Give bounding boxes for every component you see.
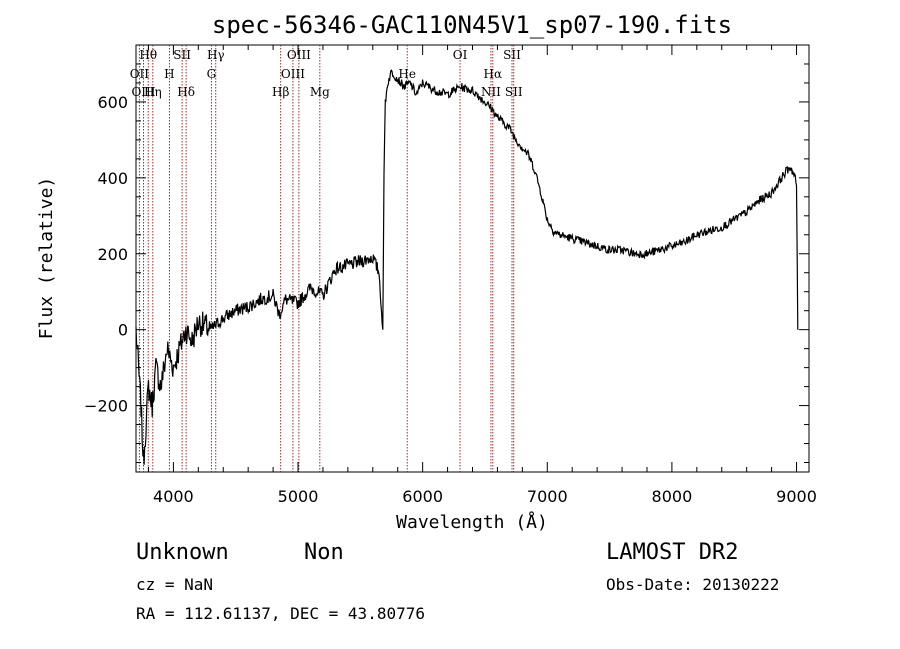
y-axis-ticks: −200 0 200 400 600	[84, 44, 809, 464]
spectral-subclass: Non	[304, 540, 344, 565]
emission-line-label: Mg	[310, 85, 330, 99]
y-tick-label: 600	[97, 93, 128, 112]
emission-line-label: G	[207, 67, 217, 81]
x-axis-ticks: 4000 5000 6000 7000 8000 9000	[147, 45, 817, 506]
x-axis-label: Wavelength (Å)	[396, 511, 548, 533]
x-tick-label: 8000	[652, 487, 693, 506]
survey-name: LAMOST DR2	[606, 540, 738, 565]
y-tick-label: 0	[118, 321, 128, 340]
spectrum-line	[135, 69, 799, 465]
emission-line-label: NII	[481, 85, 501, 99]
emission-line-label: OIII	[287, 48, 311, 62]
plot-frame	[135, 44, 810, 473]
observation-date: Obs-Date: 20130222	[606, 575, 779, 594]
emission-line-label: Hγ	[207, 48, 225, 62]
x-tick-label: 9000	[776, 487, 817, 506]
emission-line-label: SII	[503, 48, 521, 62]
y-tick-label: −200	[84, 397, 128, 416]
x-tick-label: 7000	[527, 487, 568, 506]
emission-line-label: OII	[130, 67, 150, 81]
emission-line-label: SII	[505, 85, 523, 99]
redshift-value: cz = NaN	[136, 575, 213, 594]
emission-line-label: Hη	[144, 85, 162, 99]
emission-line-markers	[138, 45, 515, 472]
chart-title: spec-56346-GAC110N45V1_sp07-190.fits	[212, 11, 732, 39]
emission-line-label: H	[164, 67, 174, 81]
y-tick-label: 200	[97, 245, 128, 264]
emission-line-label: SII	[173, 48, 191, 62]
emission-line-label: OIII	[281, 67, 305, 81]
emission-line-label: Hθ	[139, 48, 157, 62]
y-tick-label: 400	[97, 169, 128, 188]
y-axis-label: Flux (relative)	[36, 177, 57, 340]
emission-line-label: He	[398, 67, 416, 81]
spectral-class: Unknown	[136, 540, 229, 565]
emission-line-label: OI	[453, 48, 468, 62]
emission-line-label: Hβ	[272, 85, 289, 99]
coordinates: RA = 112.61137, DEC = 43.80776	[136, 604, 425, 623]
x-tick-label: 6000	[402, 487, 443, 506]
emission-line-label: Hδ	[177, 85, 195, 99]
emission-line-label: OIII	[131, 85, 155, 99]
x-tick-label: 4000	[153, 487, 194, 506]
emission-line-label: Hα	[484, 67, 503, 81]
x-tick-label: 5000	[278, 487, 319, 506]
